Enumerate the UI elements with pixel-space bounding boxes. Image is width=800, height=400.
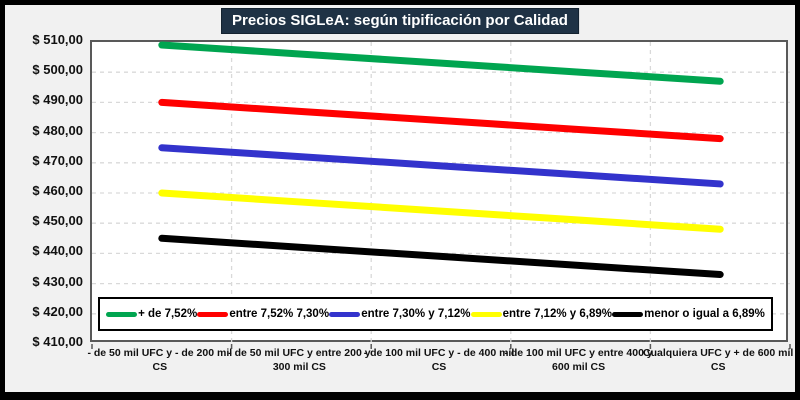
chart-title: Precios SIGLeA: según tipificación por C… [221, 8, 579, 34]
y-tick-label: $ 480,00 [32, 122, 83, 138]
legend-item: entre 7,30% y 7,12% [329, 308, 471, 320]
legend-label: entre 7,30% y 7,12% [361, 308, 471, 320]
series-line-2 [158, 144, 724, 188]
x-category-label: Cualquiera UFC y + de 600 mil CS [643, 347, 794, 374]
legend-label: menor o igual a 6,89% [644, 308, 765, 320]
y-tick-label: $ 500,00 [32, 62, 83, 78]
series-line-1 [158, 98, 724, 143]
y-tick-label: $ 420,00 [32, 303, 83, 319]
series-line-3 [158, 189, 724, 233]
legend-line-swatch [612, 311, 644, 317]
legend-item: entre 7,12% y 6,89% [470, 308, 612, 320]
y-tick-label: $ 410,00 [32, 334, 83, 349]
y-tick-label: $ 510,00 [32, 32, 83, 47]
legend-line-swatch [470, 311, 502, 317]
y-tick-label: $ 490,00 [32, 92, 83, 108]
series-line-4 [158, 234, 724, 279]
legend-item: menor o igual a 6,89% [612, 308, 765, 320]
plot-svg [91, 41, 791, 349]
legend-label: + de 7,52% [138, 308, 198, 320]
plot-area [90, 40, 791, 349]
chart-canvas: Precios SIGLeA: según tipificación por C… [5, 5, 795, 392]
legend-line-swatch [197, 311, 229, 317]
y-tick-label: $ 430,00 [32, 273, 83, 289]
legend-label: entre 7,12% y 6,89% [502, 308, 612, 320]
x-category-label: - de 50 mil UFC y entre 200 y 300 mil CS [228, 347, 371, 374]
legend: + de 7,52% entre 7,52% 7,30% entre 7,30% y… [98, 297, 773, 331]
legend-line-swatch [329, 311, 361, 317]
legend-item: entre 7,52% 7,30% [197, 308, 329, 320]
series-line-0 [158, 41, 724, 85]
legend-label: entre 7,52% 7,30% [229, 308, 330, 320]
y-tick-label: $ 450,00 [32, 213, 83, 229]
y-tick-label: $ 470,00 [32, 152, 83, 168]
x-category-label: - de 100 mil UFC y - de 400 mil CS [363, 347, 515, 374]
y-tick-label: $ 440,00 [32, 243, 83, 259]
x-category-label: - de 100 mil UFC y entre 400 y 600 mil C… [504, 347, 653, 374]
y-tick-label: $ 460,00 [32, 183, 83, 198]
legend-item: + de 7,52% [106, 308, 197, 320]
legend-line-swatch [106, 311, 138, 317]
x-category-label: - de 50 mil UFC y - de 200 mil CS [87, 347, 233, 374]
